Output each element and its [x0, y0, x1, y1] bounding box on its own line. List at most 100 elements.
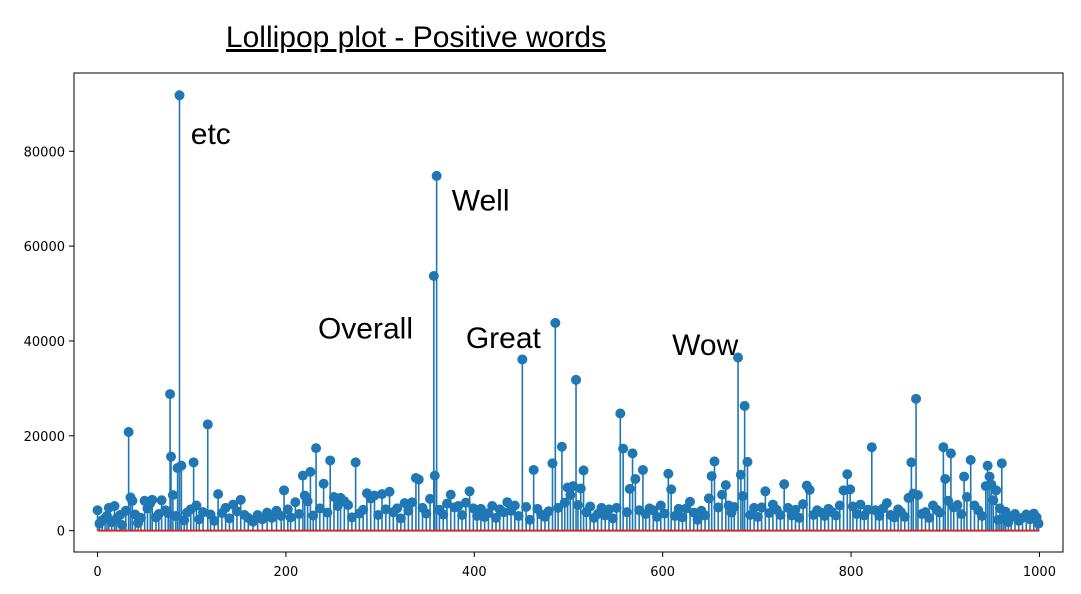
marker-123 [502, 497, 513, 508]
marker-155 [611, 502, 622, 513]
marker-143 [571, 374, 582, 385]
marker-71 [314, 503, 325, 514]
marker-161 [630, 473, 641, 484]
marker-81 [350, 457, 361, 468]
marker-145 [575, 483, 586, 494]
annotation-great: Great [466, 322, 542, 355]
marker-57 [266, 512, 277, 523]
marker-43 [209, 515, 220, 526]
marker-199 [760, 486, 771, 497]
x-tick-label-5: 1000 [1023, 565, 1056, 580]
marker-183 [709, 456, 720, 467]
marker-232 [881, 498, 892, 509]
marker-160 [627, 448, 638, 459]
marker-219 [834, 500, 845, 511]
marker-41 [202, 419, 213, 430]
marker-218 [831, 510, 842, 521]
marker-100 [421, 508, 432, 519]
marker-38 [191, 500, 202, 511]
marker-33 [176, 460, 187, 471]
marker-129 [524, 514, 535, 525]
marker-154 [607, 513, 618, 524]
marker-169 [659, 508, 670, 519]
marker-156 [615, 408, 626, 419]
marker-163 [637, 464, 648, 475]
marker-49 [231, 506, 242, 517]
marker-29 [167, 490, 178, 501]
marker-184 [713, 502, 724, 513]
marker-24 [156, 495, 167, 506]
marker-64 [294, 509, 305, 520]
marker-189 [729, 501, 740, 512]
marker-264 [984, 471, 995, 482]
marker-257 [961, 491, 972, 502]
marker-270 [996, 458, 1007, 469]
marker-203 [775, 510, 786, 521]
marker-190 [733, 352, 744, 363]
annotation-wow: Wow [672, 329, 738, 362]
marker-92 [392, 503, 403, 514]
marker-153 [604, 504, 615, 515]
marker-107 [441, 498, 452, 509]
marker-101 [425, 493, 436, 504]
marker-237 [899, 511, 910, 522]
plot-area-frame [73, 72, 1064, 553]
marker-34 [179, 515, 190, 526]
marker-59 [276, 510, 287, 521]
marker-225 [855, 499, 866, 510]
marker-138 [556, 441, 567, 452]
marker-111 [457, 510, 468, 521]
marker-174 [677, 512, 688, 523]
marker-196 [749, 502, 760, 513]
marker-80 [346, 512, 357, 523]
y-tick-label-0: 0 [57, 525, 65, 540]
marker-113 [464, 486, 475, 497]
marker-88 [377, 489, 388, 500]
x-axis: 0 200 400 600 800 1000 [93, 552, 1056, 580]
marker-207 [790, 504, 801, 515]
marker-142 [568, 481, 579, 492]
marker-46 [220, 502, 231, 513]
marker-134 [543, 506, 554, 517]
marker-182 [706, 471, 717, 482]
marker-128 [521, 501, 532, 512]
marker-70 [311, 443, 322, 454]
marker-126 [513, 510, 524, 521]
marker-69 [308, 510, 319, 521]
marker-28 [166, 451, 177, 462]
marker-223 [847, 501, 858, 512]
marker-208 [794, 512, 805, 523]
marker-98 [413, 474, 424, 485]
marker-151 [596, 502, 607, 513]
marker-241 [911, 393, 922, 404]
marker-139 [559, 497, 570, 508]
marker-104 [431, 170, 442, 181]
marker-116 [475, 503, 486, 514]
marker-192 [737, 491, 748, 502]
marker-14 [127, 495, 138, 506]
marker-26 [163, 508, 174, 519]
annotation-overall: Overall [318, 313, 413, 346]
marker-73 [322, 507, 333, 518]
marker-204 [779, 479, 790, 490]
marker-96 [407, 497, 418, 508]
marker-40 [198, 507, 209, 518]
marker-282 [1033, 518, 1044, 529]
marker-171 [666, 484, 677, 495]
marker-119 [487, 500, 498, 511]
annotation-well: Well [452, 185, 510, 218]
marker-86 [369, 490, 380, 501]
y-tick-label-3: 60000 [24, 240, 65, 255]
marker-72 [318, 478, 329, 489]
marker-186 [720, 480, 731, 491]
marker-130 [528, 464, 539, 475]
marker-135 [547, 458, 558, 469]
marker-122 [498, 507, 509, 518]
marker-245 [924, 512, 935, 523]
marker-200 [764, 508, 775, 519]
marker-193 [739, 400, 750, 411]
marker-249 [938, 442, 949, 453]
marker-103 [429, 470, 440, 481]
marker-141 [565, 490, 576, 501]
marker-261 [976, 510, 987, 521]
